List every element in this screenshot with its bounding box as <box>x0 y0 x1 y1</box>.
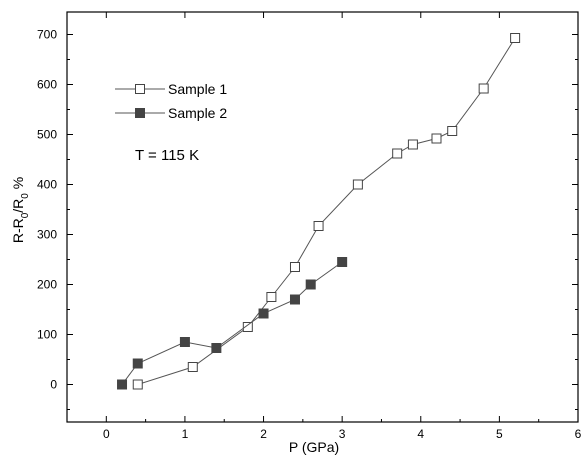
data-point <box>407 139 418 150</box>
legend-label: Sample 1 <box>168 81 227 97</box>
data-point <box>132 379 143 390</box>
y-tick-label: 700 <box>37 28 57 42</box>
data-point <box>211 343 222 353</box>
data-point <box>289 294 300 305</box>
y-axis: 0 100 200 300 400 500 600 700 <box>37 28 578 410</box>
x-tick-label: 4 <box>417 427 424 441</box>
data-point <box>337 257 348 267</box>
data-point <box>266 292 277 302</box>
y-tick-label: 300 <box>37 228 57 242</box>
data-point <box>289 262 300 272</box>
plot-border <box>66 11 579 423</box>
data-point <box>258 308 269 319</box>
legend: Sample 1 Sample 2 <box>115 81 227 121</box>
x-tick-label: 5 <box>496 427 503 441</box>
data-point <box>305 279 316 290</box>
data-point <box>117 379 128 390</box>
data-point <box>392 148 403 159</box>
data-point <box>352 179 363 190</box>
series-1 <box>132 33 521 390</box>
x-tick-label: 3 <box>339 427 346 441</box>
data-point <box>510 33 521 43</box>
data-point <box>447 126 458 136</box>
series-2 <box>117 257 348 390</box>
temperature-annotation: T = 115 K <box>135 147 199 164</box>
legend-label: Sample 2 <box>168 105 227 121</box>
series-layer <box>117 33 521 390</box>
data-point <box>132 358 143 369</box>
data-point <box>179 337 190 347</box>
y-tick-label: 200 <box>37 278 57 292</box>
x-axis-title: P (GPa) <box>289 439 339 455</box>
y-axis-title: R-R0/R0 % <box>10 177 31 243</box>
legend-marker <box>135 84 145 94</box>
x-tick-label: 1 <box>182 427 189 441</box>
x-axis: 0 1 2 3 4 5 6 <box>103 12 581 441</box>
y-tick-label: 500 <box>37 128 57 142</box>
x-tick-label: 0 <box>103 427 110 441</box>
data-point <box>431 133 442 144</box>
plot-frame <box>66 11 579 423</box>
data-point <box>242 322 253 332</box>
data-point <box>187 362 198 372</box>
x-tick-label: 6 <box>575 427 581 441</box>
data-point <box>478 83 489 94</box>
y-tick-label: 0 <box>50 378 57 392</box>
y-tick-label: 600 <box>37 78 57 92</box>
y-tick-label: 100 <box>37 328 57 342</box>
data-point <box>313 221 324 231</box>
x-tick-label: 2 <box>260 427 267 441</box>
legend-marker <box>135 108 145 118</box>
y-tick-label: 400 <box>37 178 57 192</box>
